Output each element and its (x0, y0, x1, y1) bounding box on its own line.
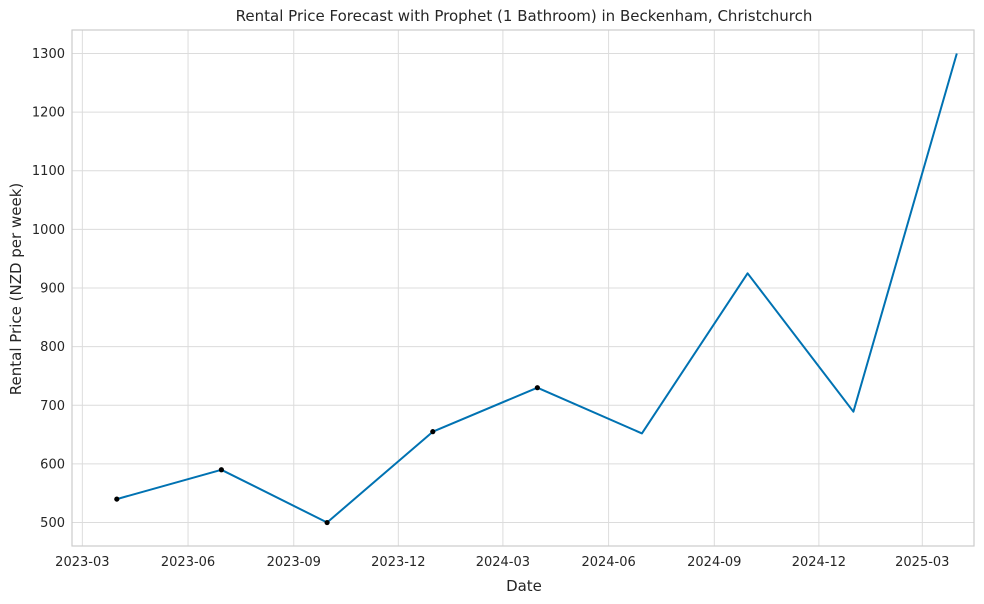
observed-point (218, 467, 224, 473)
observed-points (114, 385, 540, 526)
y-tick-label: 700 (40, 399, 65, 414)
observed-point (324, 519, 330, 526)
chart-title: Rental Price Forecast with Prophet (1 Ba… (236, 7, 813, 25)
y-axis-ticks: 500 600 700 800 900 1000 1100 1200 1300 (32, 47, 65, 531)
x-tick-label: 2023-03 (55, 555, 109, 570)
x-tick-label: 2023-09 (267, 555, 321, 570)
y-tick-label: 1200 (32, 106, 65, 121)
x-axis-ticks: 2023-03 2023-06 2023-09 2023-12 2024-03 2024-… (55, 555, 949, 570)
x-tick-label: 2024-03 (476, 555, 530, 570)
observed-point (534, 385, 540, 391)
y-tick-label: 900 (40, 282, 65, 297)
y-tick-label: 1000 (32, 223, 65, 238)
x-tick-label: 2023-12 (371, 555, 425, 570)
y-tick-label: 800 (40, 340, 65, 355)
observed-point (430, 429, 436, 435)
y-axis-title: Rental Price (NZD per week) (7, 183, 25, 395)
x-tick-label: 2025-03 (895, 555, 949, 570)
plot-frame (71, 29, 975, 547)
grid (72, 30, 974, 546)
y-tick-label: 600 (40, 457, 65, 472)
y-tick-label: 500 (40, 516, 65, 531)
observed-point (114, 496, 120, 502)
x-tick-label: 2024-12 (792, 555, 846, 570)
y-tick-label: 1100 (32, 164, 65, 179)
x-tick-label: 2024-06 (581, 555, 635, 570)
y-tick-label: 1300 (32, 47, 65, 62)
x-tick-label: 2023-06 (161, 555, 215, 570)
x-axis-title: Date (506, 577, 542, 595)
x-tick-label: 2024-09 (687, 555, 741, 570)
